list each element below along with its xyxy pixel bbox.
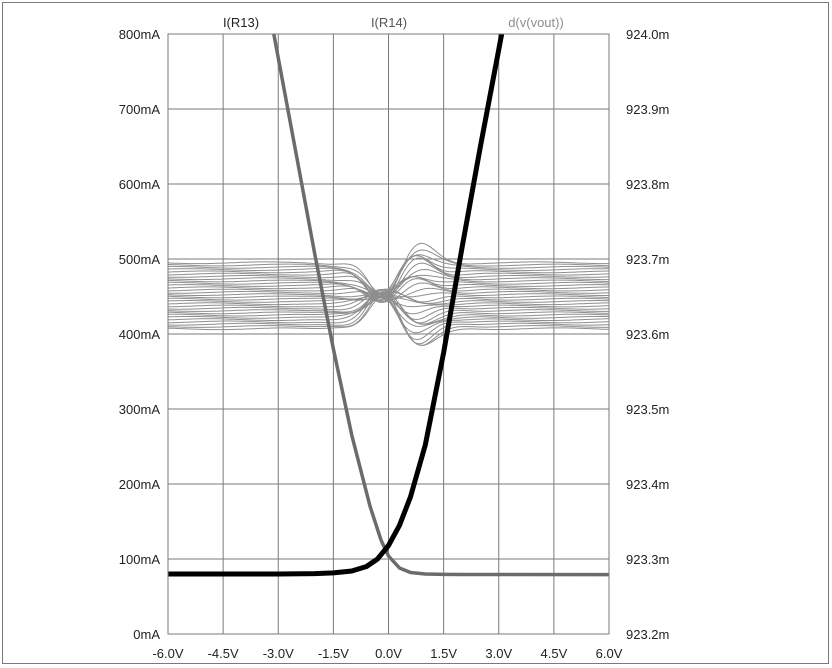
y-right-tick-label: 923.8m <box>626 177 669 192</box>
x-tick-label: 4.5V <box>541 646 568 661</box>
axis-labels: -6.0V -4.5V -3.0V -1.5V 0.0V 1.5V 3.0V 4.5V 6.0V… <box>119 27 670 661</box>
y-left-tick-label: 800mA <box>119 27 161 42</box>
legend[interactable]: I(R13) I(R14) d(v(vout)) <box>223 15 564 30</box>
y-right-tick-label: 923.7m <box>626 252 669 267</box>
plot-area-border <box>167 33 610 635</box>
y-left-tick-label: 700mA <box>119 102 161 117</box>
legend-r13[interactable]: I(R13) <box>223 15 259 30</box>
vout-derivative-curve <box>167 289 610 321</box>
x-tick-label: -1.5V <box>318 646 349 661</box>
vout-derivative-curve <box>167 257 610 303</box>
vout-derivative-curve <box>168 254 609 295</box>
y-right-tick-label: 923.6m <box>626 327 669 342</box>
y-left-tick-label: 200mA <box>119 477 161 492</box>
y-right-tick-label: 923.4m <box>626 477 669 492</box>
x-tick-label: -4.5V <box>208 646 239 661</box>
x-tick-label: -6.0V <box>152 646 183 661</box>
waveform-plot: -6.0V -4.5V -3.0V -1.5V 0.0V 1.5V 3.0V 4.5V 6.0V… <box>119 15 670 661</box>
y-right-tick-label: 923.9m <box>626 102 669 117</box>
y-right-tick-label: 923.2m <box>626 627 669 642</box>
x-tick-label: 6.0V <box>596 646 623 661</box>
vout-derivative-curve <box>168 282 610 303</box>
r14-current-curve <box>168 33 505 577</box>
y-left-tick-label: 100mA <box>119 552 161 567</box>
vout-derivative-family <box>167 242 610 346</box>
x-tick-label: 0.0V <box>375 646 402 661</box>
vout-derivative-curve <box>168 296 610 305</box>
vout-derivative-curve <box>167 249 610 296</box>
y-right-tick-label: 924.0m <box>626 27 669 42</box>
x-tick-label: 3.0V <box>485 646 512 661</box>
vout-derivative-curve <box>168 291 610 315</box>
y-left-tick-label: 400mA <box>119 327 161 342</box>
y-left-tick-label: 500mA <box>119 252 161 267</box>
x-tick-label: -3.0V <box>263 646 294 661</box>
y-left-tick-label: 300mA <box>119 402 161 417</box>
r13-current-curve <box>272 33 610 577</box>
vout-derivative-curve <box>167 242 609 299</box>
y-right-tick-label: 923.5m <box>626 402 669 417</box>
legend-dvvout[interactable]: d(v(vout)) <box>508 15 564 30</box>
y-left-tick-label: 0mA <box>133 627 160 642</box>
y-left-tick-label: 600mA <box>119 177 161 192</box>
vout-derivative-curve <box>168 254 609 298</box>
legend-r14[interactable]: I(R14) <box>371 15 407 30</box>
x-tick-label: 1.5V <box>430 646 457 661</box>
y-right-tick-label: 923.3m <box>626 552 669 567</box>
vout-derivative-curve <box>168 278 610 303</box>
current-traces <box>168 33 610 577</box>
